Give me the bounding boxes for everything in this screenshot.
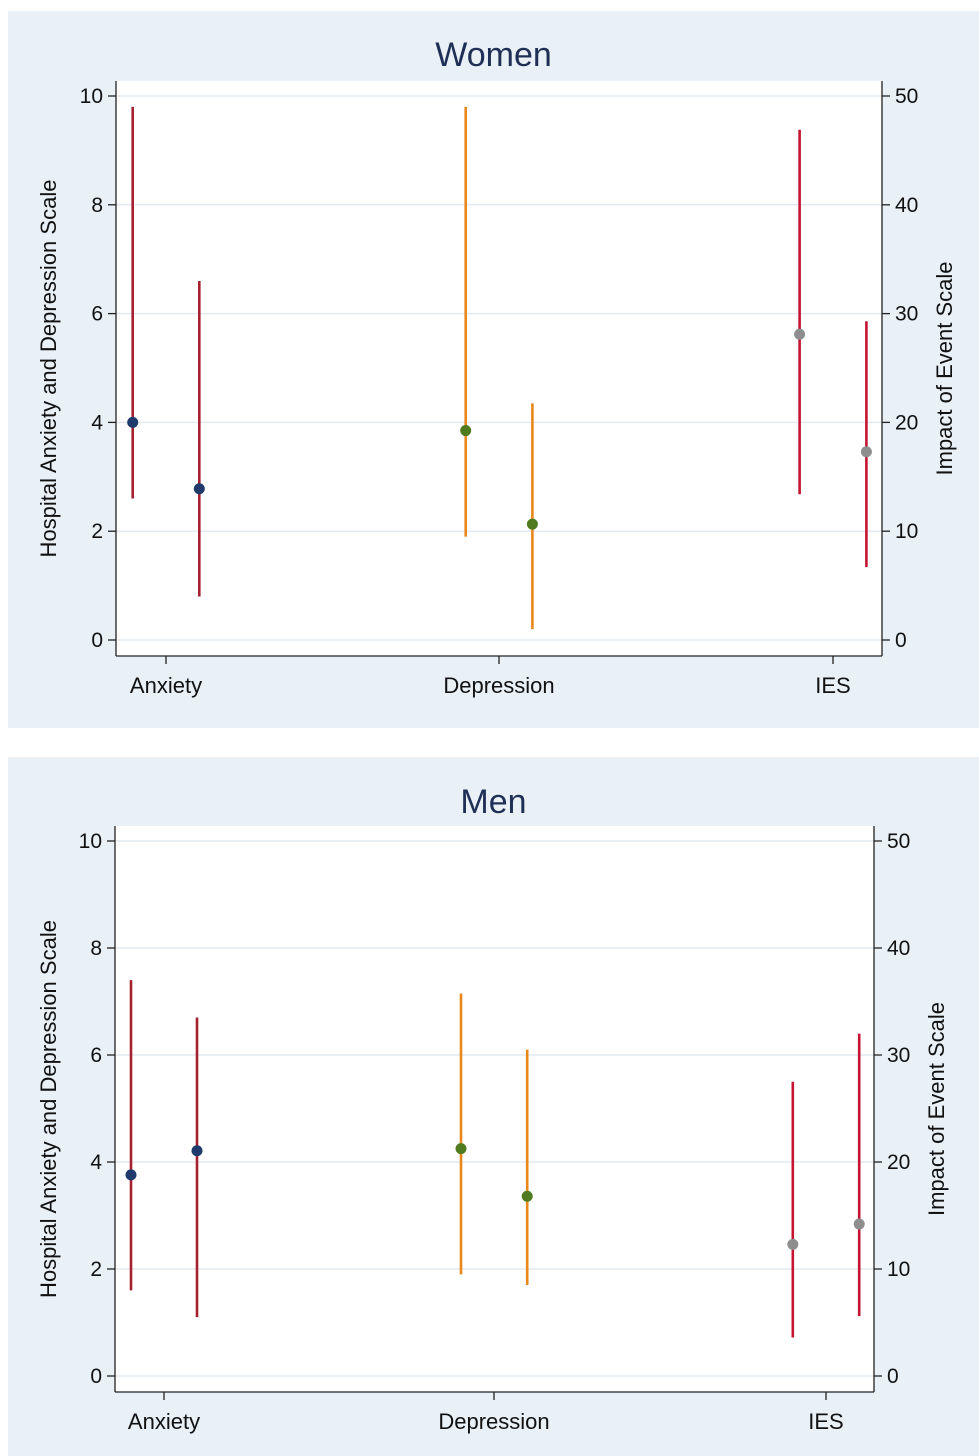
x-category-label: Anxiety — [128, 1409, 200, 1434]
right-axis-label: Impact of Event Scale — [924, 1002, 949, 1216]
right-tick-label: 40 — [895, 194, 918, 217]
left-tick-label: 4 — [90, 1151, 102, 1174]
right-tick-label: 30 — [895, 303, 918, 326]
depression-mean-point — [455, 1143, 467, 1155]
right-tick-label: 0 — [887, 1365, 899, 1388]
x-category-label: Depression — [438, 1409, 549, 1434]
left-tick-label: 6 — [91, 303, 103, 326]
anxiety-mean-point — [191, 1145, 203, 1157]
right-tick-label: 50 — [895, 85, 918, 108]
ies-mean-point — [860, 446, 872, 458]
plot-area — [116, 81, 882, 656]
right-tick-label: 30 — [887, 1044, 910, 1067]
right-tick-label: 10 — [895, 520, 918, 543]
right-tick-label: 0 — [895, 629, 907, 652]
ies-mean-point — [794, 328, 806, 340]
left-tick-label: 2 — [91, 520, 103, 543]
right-tick-label: 50 — [887, 830, 910, 853]
right-axis-label: Impact of Event Scale — [932, 262, 957, 476]
depression-mean-point — [460, 425, 472, 437]
depression-mean-point — [521, 1190, 533, 1202]
left-tick-label: 10 — [80, 85, 103, 108]
left-axis-label: Hospital Anxiety and Depression Scale — [36, 180, 61, 558]
x-category-label: IES — [815, 673, 850, 698]
left-tick-label: 4 — [91, 411, 103, 434]
left-tick-label: 0 — [91, 629, 103, 652]
chart-title: Women — [435, 36, 552, 74]
plot-area — [115, 826, 874, 1392]
left-tick-label: 10 — [79, 830, 102, 853]
chart-title: Men — [460, 783, 526, 821]
right-tick-label: 20 — [887, 1151, 910, 1174]
chart-panel-men: 0 2 4 6 8 10 0 10 20 30 40 50 Anxiety Depression IES Me… — [8, 757, 979, 1456]
anxiety-mean-point — [193, 483, 205, 495]
x-category-label: Depression — [443, 673, 554, 698]
ies-mean-point — [787, 1238, 799, 1250]
right-tick-label: 10 — [887, 1258, 910, 1281]
anxiety-mean-point — [125, 1169, 137, 1181]
right-tick-label: 40 — [887, 937, 910, 960]
left-tick-label: 8 — [91, 194, 103, 217]
left-tick-label: 8 — [90, 937, 102, 960]
right-tick-label: 20 — [895, 411, 918, 434]
ies-mean-point — [853, 1218, 865, 1230]
left-axis-label: Hospital Anxiety and Depression Scale — [36, 920, 61, 1298]
x-category-label: Anxiety — [130, 673, 202, 698]
left-tick-label: 2 — [90, 1258, 102, 1281]
chart-panel-women: 0 2 4 6 8 10 0 10 20 30 40 50 Anxiety Depression IES Wo… — [8, 11, 979, 728]
left-tick-label: 6 — [90, 1044, 102, 1067]
x-category-label: IES — [808, 1409, 843, 1434]
anxiety-mean-point — [127, 416, 139, 428]
left-tick-label: 0 — [90, 1365, 102, 1388]
depression-mean-point — [526, 518, 538, 530]
